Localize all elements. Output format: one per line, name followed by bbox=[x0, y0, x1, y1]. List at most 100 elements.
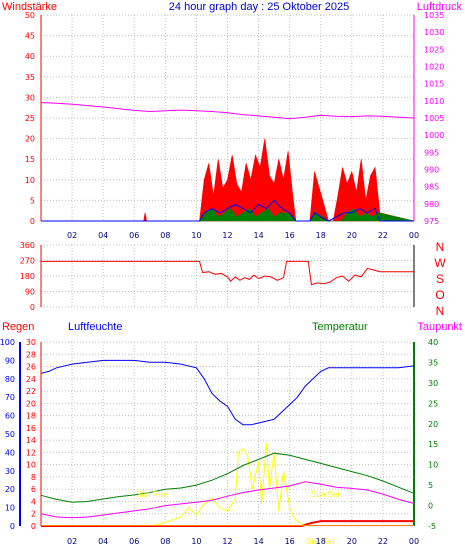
feuchte-tick-label: 30 bbox=[5, 467, 15, 476]
feuchte-tick-label: 80 bbox=[5, 375, 15, 384]
x-tick-label: 10 bbox=[191, 231, 201, 240]
windstaerke-series bbox=[41, 138, 415, 222]
luftdruck-tick-label: 980 bbox=[424, 200, 439, 209]
temp-tick-label: 0 bbox=[428, 502, 433, 511]
temp-tick-label: 20 bbox=[428, 420, 438, 429]
compass-s: S bbox=[436, 272, 444, 286]
boeen-series bbox=[41, 208, 415, 222]
feuchte-tick-label: 70 bbox=[5, 393, 15, 402]
sun-annotation: Sun Rise bbox=[136, 490, 169, 499]
luftdruck-tick-label: 1020 bbox=[424, 63, 444, 72]
luftdruck-tick-label: 990 bbox=[424, 166, 439, 175]
temp-tick-label: 35 bbox=[428, 358, 438, 367]
windstaerke-tick-label: 15 bbox=[25, 155, 35, 164]
luftdruck-tick-label: 995 bbox=[424, 148, 439, 157]
windstaerke-tick-label: 30 bbox=[25, 93, 35, 102]
taupunkt-series bbox=[40, 481, 415, 519]
luftdruck-series bbox=[40, 102, 415, 120]
temperatur-label: Temperatur bbox=[312, 321, 368, 333]
regen-tick-label: 14 bbox=[26, 436, 36, 445]
x-tick-label: 20 bbox=[347, 231, 357, 240]
windstaerke-tick-label: 50 bbox=[25, 11, 35, 20]
windstaerke-tick-label: 20 bbox=[25, 135, 35, 144]
x-tick-label: 20 bbox=[347, 537, 357, 546]
windrichtung-tick-label: 360 bbox=[20, 241, 35, 250]
compass-n-bottom: N bbox=[436, 304, 445, 318]
feuchte-tick-label: 60 bbox=[5, 412, 15, 421]
temp-tick-label: 25 bbox=[428, 399, 438, 408]
windstaerke-tick-label: 0 bbox=[30, 217, 35, 226]
windstaerke-tick-label: 45 bbox=[25, 32, 35, 41]
regen-tick-label: 30 bbox=[26, 338, 36, 347]
x-tick-label: 06 bbox=[129, 231, 139, 240]
x-tick-label: 12 bbox=[222, 231, 232, 240]
sonne-series bbox=[152, 443, 309, 527]
chart-title: 24 hour graph day : 25 Oktober 2025 bbox=[169, 1, 349, 13]
temp-tick-label: 40 bbox=[428, 338, 438, 347]
regen-tick-label: 12 bbox=[26, 448, 36, 457]
windrichtung-series bbox=[41, 260, 414, 286]
temp-tick-label: -5 bbox=[428, 522, 436, 531]
compass-n-top: N bbox=[436, 240, 445, 254]
x-tick-label: 18 bbox=[316, 231, 326, 240]
luftfeuchte-label: Luftfeuchte bbox=[68, 321, 122, 333]
x-tick-label: 08 bbox=[160, 537, 170, 546]
x-tick-label: 22 bbox=[378, 231, 388, 240]
x-tick-label: 16 bbox=[285, 537, 295, 546]
luftfeuchte-series bbox=[40, 359, 415, 426]
x-tick-label: 14 bbox=[253, 231, 263, 240]
windstaerke-label: Windstärke bbox=[2, 1, 57, 13]
x-tick-label: 02 bbox=[67, 231, 77, 240]
x-tick-label: 10 bbox=[191, 537, 201, 546]
windstaerke-tick-label: 35 bbox=[25, 73, 35, 82]
feuchte-tick-label: 100 bbox=[0, 338, 15, 347]
regen-tick-label: 18 bbox=[26, 412, 36, 421]
regen-tick-label: 26 bbox=[26, 363, 36, 372]
regen-tick-label: 4 bbox=[31, 497, 36, 506]
sun-annotation: Sun Set bbox=[311, 490, 340, 499]
feuchte-tick-label: 20 bbox=[5, 485, 15, 494]
x-tick-label: 02 bbox=[67, 537, 77, 546]
feuchte-tick-label: 90 bbox=[5, 356, 15, 365]
regen-tick-label: 22 bbox=[26, 387, 36, 396]
regen-tick-label: 10 bbox=[26, 461, 36, 470]
x-tick-label: 12 bbox=[222, 537, 232, 546]
regen-label: Regen bbox=[2, 321, 34, 333]
temp-tick-label: 10 bbox=[428, 461, 438, 470]
windrichtung-tick-label: 180 bbox=[20, 272, 35, 281]
feuchte-tick-label: 0 bbox=[10, 522, 15, 531]
luftdruck-tick-label: 1015 bbox=[424, 80, 444, 89]
regen-tick-label: 2 bbox=[31, 510, 36, 519]
x-tick-label: 18 bbox=[316, 537, 326, 546]
luftdruck-tick-label: 1025 bbox=[424, 45, 444, 54]
luftdruck-tick-label: 1000 bbox=[424, 131, 444, 140]
compass-o: O bbox=[435, 288, 444, 302]
compass-w: W bbox=[434, 256, 446, 270]
x-tick-label: 00 bbox=[409, 537, 419, 546]
x-tick-label: 08 bbox=[160, 231, 170, 240]
windstaerke-avg-series bbox=[41, 199, 414, 222]
windrichtung-tick-label: 90 bbox=[25, 288, 35, 297]
regen-tick-label: 28 bbox=[26, 350, 36, 359]
x-tick-label: 00 bbox=[409, 231, 419, 240]
temp-tick-label: 30 bbox=[428, 379, 438, 388]
feuchte-tick-label: 40 bbox=[5, 448, 15, 457]
regen-tick-label: 0 bbox=[31, 522, 36, 531]
windstaerke-tick-label: 40 bbox=[25, 52, 35, 61]
temp-tick-label: 5 bbox=[428, 481, 433, 490]
windrichtung-tick-label: 0 bbox=[30, 303, 35, 312]
luftdruck-tick-label: 1030 bbox=[424, 28, 444, 37]
sun-annotation: Sun Set bbox=[306, 537, 335, 546]
windrichtung-tick-label: 270 bbox=[20, 257, 35, 266]
x-tick-label: 04 bbox=[98, 231, 108, 240]
regen-tick-label: 6 bbox=[31, 485, 36, 494]
temperatur-series bbox=[40, 452, 415, 503]
windstaerke-tick-label: 10 bbox=[25, 176, 35, 185]
regen-tick-label: 8 bbox=[31, 473, 36, 482]
luftdruck-tick-label: 975 bbox=[424, 217, 439, 226]
regen-tick-label: 24 bbox=[26, 375, 36, 384]
x-tick-label: 16 bbox=[285, 231, 295, 240]
luftdruck-tick-label: 1005 bbox=[424, 114, 444, 123]
